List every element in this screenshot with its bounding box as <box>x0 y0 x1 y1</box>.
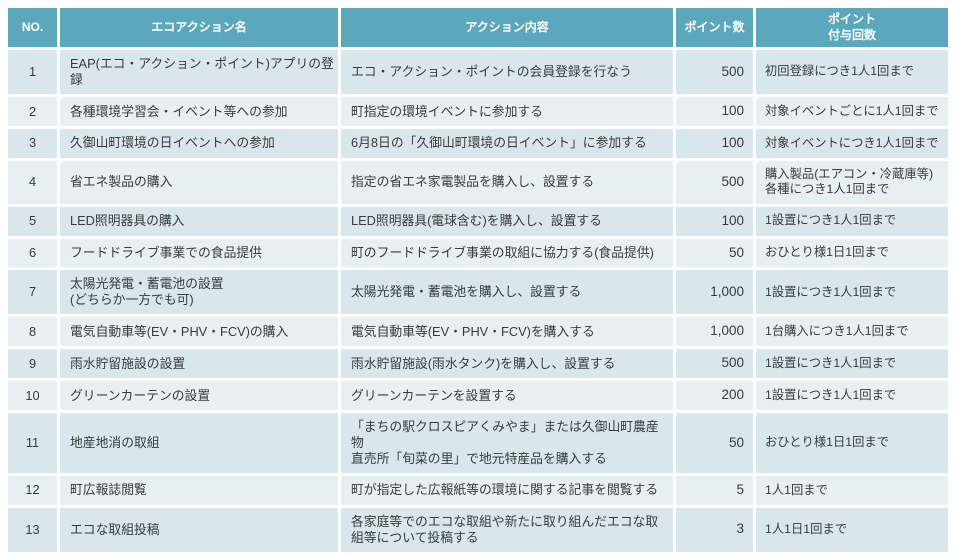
cell-action-content: 町のフードドライブ事業の取組に協力する(食品提供) <box>341 238 673 268</box>
cell-action-content: グリーンカーテンを設置する <box>341 381 673 410</box>
cell-action-name: グリーンカーテンの設置 <box>60 381 338 410</box>
cell-action-name: 雨水貯留施設の設置 <box>60 349 338 379</box>
cell-no: 8 <box>8 317 57 347</box>
cell-action-name: 久御山町環境の日イベントへの参加 <box>60 129 338 158</box>
cell-action-content: 電気自動車等(EV・PHV・FCV)を購入する <box>341 317 673 347</box>
cell-grant-limit: 1人1回まで <box>756 475 948 505</box>
table-row: 7 太陽光発電・蓄電池の設置 (どちらか一方でも可) 太陽光発電・蓄電池を購入し… <box>8 270 948 315</box>
eco-action-points-table: NO. エコアクション名 アクション内容 ポイント数 ポイント 付与回数 1 E… <box>5 5 951 555</box>
cell-points: 50 <box>676 238 753 268</box>
cell-action-name: LED照明器具の購入 <box>60 206 338 236</box>
cell-grant-limit: 1設置につき1人1回まで <box>756 349 948 379</box>
table-row: 8 電気自動車等(EV・PHV・FCV)の購入 電気自動車等(EV・PHV・FC… <box>8 317 948 347</box>
cell-no: 1 <box>8 50 57 95</box>
cell-grant-limit: 1設置につき1人1回まで <box>756 381 948 410</box>
cell-no: 4 <box>8 160 57 204</box>
cell-points: 1,000 <box>676 317 753 347</box>
table-body: 1 EAP(エコ・アクション・ポイント)アプリの登録 エコ・アクション・ポイント… <box>8 50 948 552</box>
cell-action-name: 町広報誌閲覧 <box>60 475 338 505</box>
cell-action-content: 雨水貯留施設(雨水タンク)を購入し、設置する <box>341 349 673 379</box>
cell-no: 3 <box>8 129 57 158</box>
cell-points: 100 <box>676 97 753 127</box>
table-row: 11 地産地消の取組 「まちの駅クロスピアくみやま」または久御山町農産物 直売所… <box>8 412 948 473</box>
cell-action-name: EAP(エコ・アクション・ポイント)アプリの登録 <box>60 50 338 95</box>
cell-no: 13 <box>8 507 57 552</box>
cell-grant-limit: 1台購入につき1人1回まで <box>756 317 948 347</box>
cell-grant-limit: 初回登録につき1人1回まで <box>756 50 948 95</box>
cell-points: 3 <box>676 507 753 552</box>
table-row: 1 EAP(エコ・アクション・ポイント)アプリの登録 エコ・アクション・ポイント… <box>8 50 948 95</box>
cell-action-content: エコ・アクション・ポイントの会員登録を行なう <box>341 50 673 95</box>
cell-grant-limit: 対象イベントにつき1人1回まで <box>756 129 948 158</box>
cell-action-name: フードドライブ事業での食品提供 <box>60 238 338 268</box>
cell-action-name: 省エネ製品の購入 <box>60 160 338 204</box>
cell-grant-limit: おひとり様1日1回まで <box>756 238 948 268</box>
cell-points: 1,000 <box>676 270 753 315</box>
cell-grant-limit: 1設置につき1人1回まで <box>756 270 948 315</box>
cell-action-content: 6月8日の「久御山町環境の日イベント」に参加する <box>341 129 673 158</box>
table-row: 5 LED照明器具の購入 LED照明器具(電球含む)を購入し、設置する 100 … <box>8 206 948 236</box>
cell-no: 6 <box>8 238 57 268</box>
cell-action-name: 電気自動車等(EV・PHV・FCV)の購入 <box>60 317 338 347</box>
table-row: 6 フードドライブ事業での食品提供 町のフードドライブ事業の取組に協力する(食品… <box>8 238 948 268</box>
cell-points: 5 <box>676 475 753 505</box>
table-header: NO. エコアクション名 アクション内容 ポイント数 ポイント 付与回数 <box>8 8 948 48</box>
table-row: 2 各種環境学習会・イベント等への参加 町指定の環境イベントに参加する 100 … <box>8 97 948 127</box>
cell-points: 500 <box>676 160 753 204</box>
cell-points: 100 <box>676 206 753 236</box>
cell-no: 2 <box>8 97 57 127</box>
col-header-points: ポイント数 <box>676 8 753 48</box>
cell-action-content: 町が指定した広報紙等の環境に関する記事を閲覧する <box>341 475 673 505</box>
table-row: 10 グリーンカーテンの設置 グリーンカーテンを設置する 200 1設置につき1… <box>8 381 948 410</box>
cell-action-content: 太陽光発電・蓄電池を購入し、設置する <box>341 270 673 315</box>
cell-action-name: 各種環境学習会・イベント等への参加 <box>60 97 338 127</box>
cell-points: 50 <box>676 412 753 473</box>
col-header-action-content: アクション内容 <box>341 8 673 48</box>
cell-no: 11 <box>8 412 57 473</box>
cell-action-content: 指定の省エネ家電製品を購入し、設置する <box>341 160 673 204</box>
table-row: 9 雨水貯留施設の設置 雨水貯留施設(雨水タンク)を購入し、設置する 500 1… <box>8 349 948 379</box>
cell-action-content: 「まちの駅クロスピアくみやま」または久御山町農産物 直売所「旬菜の里」で地元特産… <box>341 412 673 473</box>
col-header-grant-limit: ポイント 付与回数 <box>756 8 948 48</box>
cell-action-name: 地産地消の取組 <box>60 412 338 473</box>
cell-points: 500 <box>676 349 753 379</box>
table-row: 12 町広報誌閲覧 町が指定した広報紙等の環境に関する記事を閲覧する 5 1人1… <box>8 475 948 505</box>
table-row: 3 久御山町環境の日イベントへの参加 6月8日の「久御山町環境の日イベント」に参… <box>8 129 948 158</box>
cell-grant-limit: 1人1日1回まで <box>756 507 948 552</box>
table-row: 4 省エネ製品の購入 指定の省エネ家電製品を購入し、設置する 500 購入製品(… <box>8 160 948 204</box>
cell-action-name: エコな取組投稿 <box>60 507 338 552</box>
cell-action-name: 太陽光発電・蓄電池の設置 (どちらか一方でも可) <box>60 270 338 315</box>
cell-grant-limit: おひとり様1日1回まで <box>756 412 948 473</box>
cell-grant-limit: 対象イベントごとに1人1回まで <box>756 97 948 127</box>
cell-no: 9 <box>8 349 57 379</box>
cell-no: 7 <box>8 270 57 315</box>
cell-no: 5 <box>8 206 57 236</box>
cell-no: 12 <box>8 475 57 505</box>
cell-points: 100 <box>676 129 753 158</box>
cell-action-content: 町指定の環境イベントに参加する <box>341 97 673 127</box>
table-row: 13 エコな取組投稿 各家庭等でのエコな取組や新たに取り組んだエコな取 組等につ… <box>8 507 948 552</box>
cell-action-content: 各家庭等でのエコな取組や新たに取り組んだエコな取 組等について投稿する <box>341 507 673 552</box>
header-row: NO. エコアクション名 アクション内容 ポイント数 ポイント 付与回数 <box>8 8 948 48</box>
cell-action-content: LED照明器具(電球含む)を購入し、設置する <box>341 206 673 236</box>
cell-grant-limit: 購入製品(エアコン・冷蔵庫等) 各種につき1人1回まで <box>756 160 948 204</box>
col-header-no: NO. <box>8 8 57 48</box>
cell-no: 10 <box>8 381 57 410</box>
cell-points: 200 <box>676 381 753 410</box>
col-header-action-name: エコアクション名 <box>60 8 338 48</box>
cell-grant-limit: 1設置につき1人1回まで <box>756 206 948 236</box>
cell-points: 500 <box>676 50 753 95</box>
